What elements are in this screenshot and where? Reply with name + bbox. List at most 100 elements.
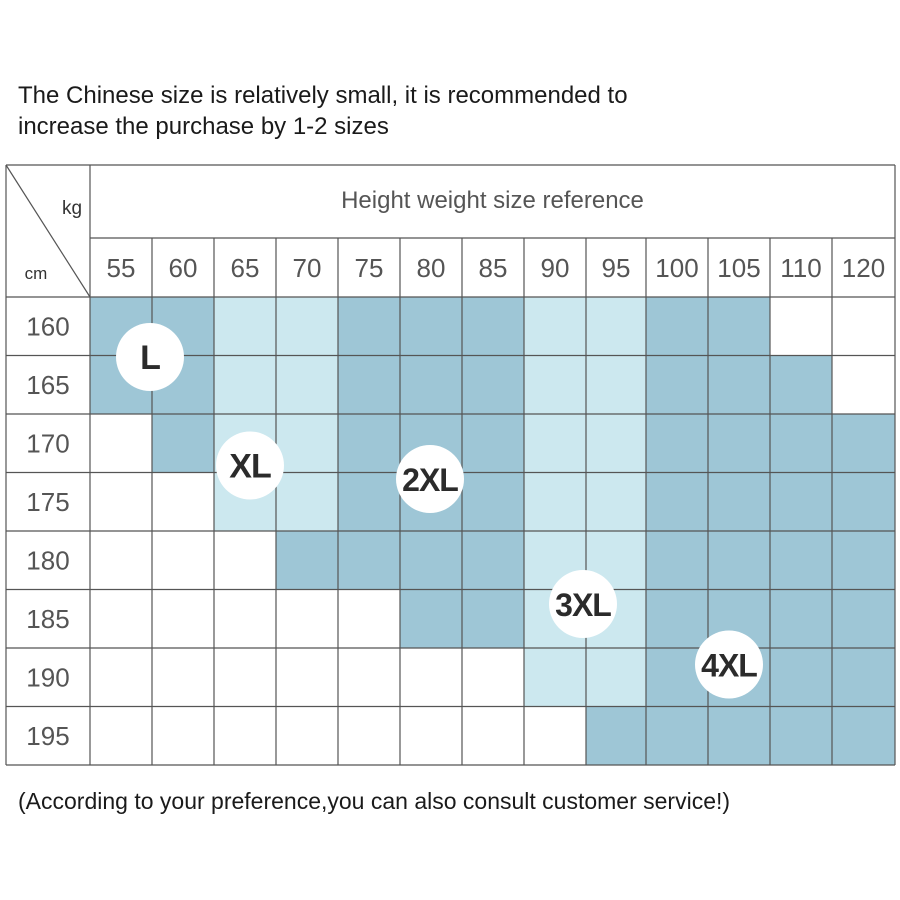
size-cell-175-120 bbox=[832, 472, 895, 531]
size-cell-190-80 bbox=[400, 648, 462, 707]
height-header-185: 185 bbox=[26, 604, 69, 634]
size-cell-160-95 bbox=[586, 297, 646, 356]
size-cell-170-120 bbox=[832, 414, 895, 473]
size-cell-180-55 bbox=[90, 531, 152, 590]
size-cell-175-75 bbox=[338, 472, 400, 531]
size-cell-175-90 bbox=[524, 472, 586, 531]
size-cell-160-65 bbox=[214, 297, 276, 356]
size-badge-label-L: L bbox=[140, 339, 160, 377]
size-cell-195-100 bbox=[646, 706, 708, 765]
size-cell-195-90 bbox=[524, 706, 586, 765]
size-cell-180-85 bbox=[462, 531, 524, 590]
weight-header-85: 85 bbox=[479, 253, 508, 283]
size-cell-165-105 bbox=[708, 355, 770, 414]
size-cell-190-110 bbox=[770, 648, 832, 707]
weight-header-55: 55 bbox=[107, 253, 136, 283]
size-badge-label-3XL: 3XL bbox=[555, 587, 611, 623]
size-cell-175-110 bbox=[770, 472, 832, 531]
size-cell-195-75 bbox=[338, 706, 400, 765]
size-cell-195-120 bbox=[832, 706, 895, 765]
size-cell-170-60 bbox=[152, 414, 214, 473]
size-cell-190-85 bbox=[462, 648, 524, 707]
size-cell-195-110 bbox=[770, 706, 832, 765]
size-cell-180-70 bbox=[276, 531, 338, 590]
size-cell-170-55 bbox=[90, 414, 152, 473]
size-cell-190-95 bbox=[586, 648, 646, 707]
size-cell-195-60 bbox=[152, 706, 214, 765]
height-header-170: 170 bbox=[26, 428, 69, 458]
size-cell-160-80 bbox=[400, 297, 462, 356]
size-badge-4XL bbox=[695, 630, 763, 699]
size-cell-185-75 bbox=[338, 589, 400, 648]
size-cell-185-60 bbox=[152, 589, 214, 648]
size-cell-170-110 bbox=[770, 414, 832, 473]
size-cell-160-120 bbox=[832, 297, 895, 356]
size-cell-165-100 bbox=[646, 355, 708, 414]
size-cell-185-85 bbox=[462, 589, 524, 648]
size-cell-160-105 bbox=[708, 297, 770, 356]
size-notice-line-1: The Chinese size is relatively small, it… bbox=[18, 82, 628, 109]
size-badge-label-4XL: 4XL bbox=[701, 648, 757, 684]
size-cell-185-70 bbox=[276, 589, 338, 648]
weight-unit-label: kg bbox=[62, 198, 82, 219]
size-cell-195-65 bbox=[214, 706, 276, 765]
weight-header-90: 90 bbox=[541, 253, 570, 283]
height-header-195: 195 bbox=[26, 721, 69, 751]
size-cell-160-75 bbox=[338, 297, 400, 356]
height-header-165: 165 bbox=[26, 370, 69, 400]
size-cell-175-60 bbox=[152, 472, 214, 531]
size-badge-label-2XL: 2XL bbox=[402, 462, 458, 498]
size-cell-170-100 bbox=[646, 414, 708, 473]
weight-header-95: 95 bbox=[602, 253, 631, 283]
size-cell-175-100 bbox=[646, 472, 708, 531]
height-unit-label: cm bbox=[25, 264, 48, 283]
size-cell-160-70 bbox=[276, 297, 338, 356]
size-cell-170-105 bbox=[708, 414, 770, 473]
weight-header-60: 60 bbox=[169, 253, 198, 283]
size-cell-170-75 bbox=[338, 414, 400, 473]
size-cell-190-70 bbox=[276, 648, 338, 707]
size-cell-195-85 bbox=[462, 706, 524, 765]
size-cell-180-60 bbox=[152, 531, 214, 590]
size-notice: The Chinese size is relatively small, it… bbox=[18, 80, 878, 142]
size-cell-195-95 bbox=[586, 706, 646, 765]
size-cell-195-70 bbox=[276, 706, 338, 765]
size-cell-190-55 bbox=[90, 648, 152, 707]
height-header-180: 180 bbox=[26, 545, 69, 575]
weight-header-105: 105 bbox=[717, 253, 760, 283]
weight-header-120: 120 bbox=[842, 253, 885, 283]
size-cell-190-90 bbox=[524, 648, 586, 707]
size-cell-165-120 bbox=[832, 355, 895, 414]
size-cell-165-65 bbox=[214, 355, 276, 414]
weight-header-70: 70 bbox=[293, 253, 322, 283]
size-cell-180-110 bbox=[770, 531, 832, 590]
corner-diagonal bbox=[5, 164, 91, 298]
size-badge-label-XL: XL bbox=[229, 448, 271, 486]
size-cell-160-90 bbox=[524, 297, 586, 356]
size-cell-170-85 bbox=[462, 414, 524, 473]
size-cell-175-55 bbox=[90, 472, 152, 531]
size-cell-175-105 bbox=[708, 472, 770, 531]
size-cell-165-85 bbox=[462, 355, 524, 414]
size-cell-165-70 bbox=[276, 355, 338, 414]
size-cell-190-120 bbox=[832, 648, 895, 707]
size-cell-190-65 bbox=[214, 648, 276, 707]
weight-header-80: 80 bbox=[417, 253, 446, 283]
size-cell-170-90 bbox=[524, 414, 586, 473]
weight-header-110: 110 bbox=[780, 253, 821, 283]
size-cell-190-75 bbox=[338, 648, 400, 707]
size-cell-165-80 bbox=[400, 355, 462, 414]
size-cell-180-100 bbox=[646, 531, 708, 590]
weight-header-100: 100 bbox=[655, 253, 698, 283]
size-cell-185-110 bbox=[770, 589, 832, 648]
size-cell-185-80 bbox=[400, 589, 462, 648]
size-badge-XL bbox=[216, 431, 284, 500]
weight-header-75: 75 bbox=[355, 253, 384, 283]
size-cell-190-60 bbox=[152, 648, 214, 707]
size-cell-185-100 bbox=[646, 589, 708, 648]
size-cell-170-95 bbox=[586, 414, 646, 473]
size-cell-195-80 bbox=[400, 706, 462, 765]
size-cell-180-105 bbox=[708, 531, 770, 590]
height-header-175: 175 bbox=[26, 487, 69, 517]
